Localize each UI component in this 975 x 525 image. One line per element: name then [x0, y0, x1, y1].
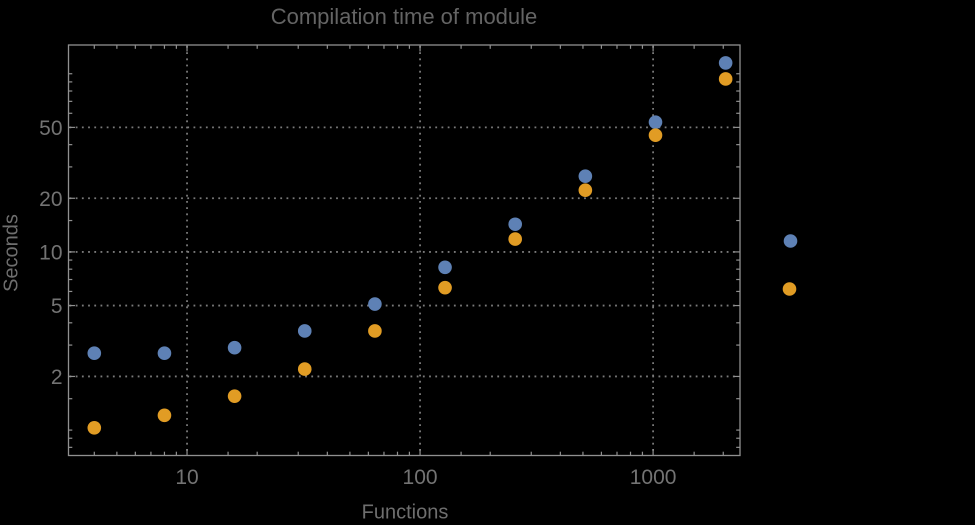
data-point-series-1-blue: [227, 340, 242, 355]
y-tick-label: 20: [39, 188, 62, 211]
x-tick-label: 100: [403, 466, 438, 489]
data-point-series-1-blue: [157, 346, 172, 361]
y-tick-label: 5: [51, 295, 63, 318]
data-point-series-2-orange: [297, 362, 312, 376]
data-point-series-2-orange: [648, 128, 663, 142]
plot-frame: [67, 44, 741, 457]
gridlines: [69, 46, 739, 455]
data-point-series-2-orange: [718, 72, 733, 86]
data-point-series-1-blue: [578, 169, 593, 184]
y-tick-label: 2: [51, 366, 63, 389]
data-point-series-1-blue: [438, 260, 452, 275]
data-point-series-2-orange: [87, 420, 102, 435]
axis-ticks: [68, 45, 740, 456]
x-tick-label: 10: [175, 466, 198, 489]
x-axis-tick-labels: 10 100 1000: [175, 466, 676, 489]
data-point-series-2-orange: [227, 389, 242, 403]
x-tick-label: 1000: [630, 466, 677, 489]
data-point-series-1-blue: [648, 115, 663, 129]
points-series-1-blue: [87, 56, 733, 361]
y-axis-tick-labels: 2 5 10 20 50: [39, 117, 62, 389]
legend: [782, 234, 798, 296]
data-point-series-1-blue: [718, 56, 733, 70]
data-point-series-1-blue: [368, 297, 382, 311]
data-point-series-1-blue: [297, 324, 312, 338]
data-point-series-1-blue: [87, 346, 102, 361]
chart-title: Compilation time of module: [270, 4, 538, 29]
data-point-series-2-orange: [508, 232, 522, 246]
data-point-series-2-orange: [368, 324, 382, 338]
y-tick-label: 10: [39, 241, 62, 264]
data-point-series-2-orange: [438, 280, 452, 295]
data-point-series-2-orange: [157, 408, 172, 423]
points-series-2-orange: [87, 72, 733, 435]
legend-marker-series-2-orange: [782, 282, 797, 296]
legend-marker-series-1-blue: [783, 234, 798, 248]
data-point-series-2-orange: [578, 183, 593, 198]
x-axis-label: Functions: [361, 501, 449, 524]
data-point-series-1-blue: [508, 217, 522, 232]
y-tick-label: 50: [39, 117, 62, 140]
